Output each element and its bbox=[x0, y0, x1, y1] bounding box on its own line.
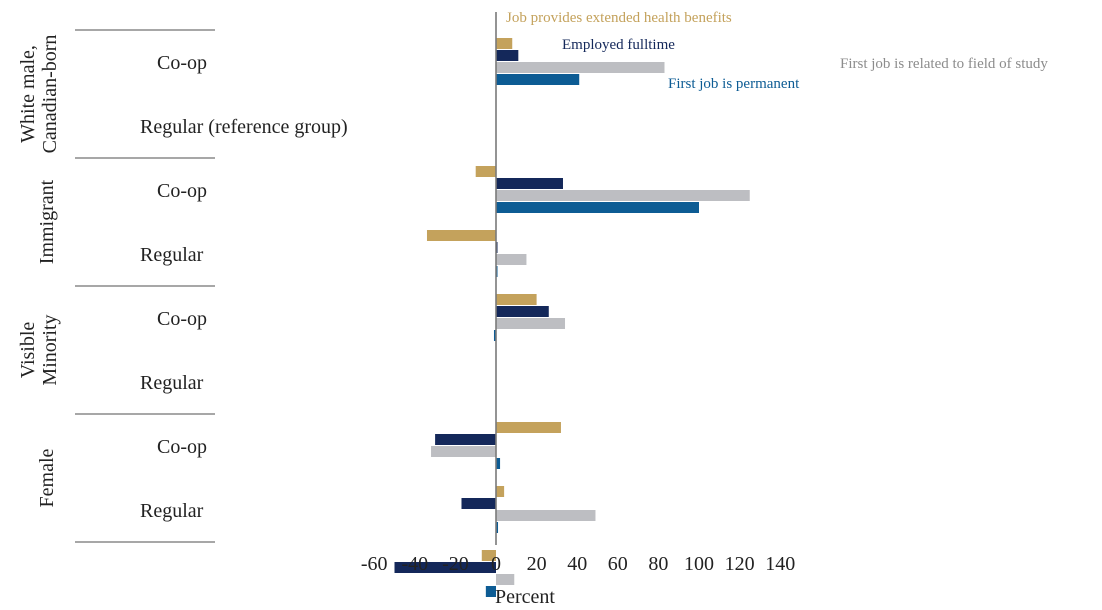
bar bbox=[435, 434, 496, 445]
bar bbox=[496, 74, 580, 85]
bar bbox=[496, 202, 699, 213]
series-annotation: First job is permanent bbox=[668, 76, 800, 92]
bar bbox=[496, 178, 563, 189]
bar bbox=[493, 330, 496, 341]
bar bbox=[426, 230, 496, 241]
category-label: Co-op bbox=[157, 180, 207, 202]
group-label: Immigrant bbox=[36, 179, 58, 264]
bar bbox=[496, 318, 566, 329]
x-tick-label: 120 bbox=[725, 553, 755, 575]
x-tick-label: 140 bbox=[765, 553, 795, 575]
category-label: Co-op bbox=[157, 308, 207, 330]
x-tick-label: 0 bbox=[491, 553, 501, 575]
category-label: Co-op bbox=[157, 436, 207, 458]
bar bbox=[496, 422, 561, 433]
bar bbox=[485, 586, 496, 597]
category-label: Regular (reference group) bbox=[140, 116, 348, 138]
bar bbox=[496, 62, 665, 73]
x-tick-label: 40 bbox=[567, 553, 587, 575]
x-axis-label: Percent bbox=[495, 586, 555, 608]
bar bbox=[496, 50, 519, 61]
category-label: Regular bbox=[140, 372, 204, 394]
bar bbox=[496, 510, 596, 521]
category-label: Regular bbox=[140, 500, 204, 522]
x-tick-label: -40 bbox=[401, 553, 428, 575]
bar bbox=[431, 446, 496, 457]
bar bbox=[496, 38, 513, 49]
group-label: Female bbox=[36, 448, 58, 507]
series-annotation: Employed fulltime bbox=[562, 37, 675, 53]
x-tick-label: 20 bbox=[527, 553, 547, 575]
bar bbox=[496, 294, 537, 305]
bar bbox=[496, 458, 501, 469]
bar bbox=[461, 498, 496, 509]
x-tick-label: 60 bbox=[608, 553, 628, 575]
category-label: Co-op bbox=[157, 52, 207, 74]
bar bbox=[496, 254, 527, 265]
bar bbox=[394, 562, 496, 573]
x-tick-label: 100 bbox=[684, 553, 714, 575]
group-label: VisibleMinority bbox=[17, 314, 61, 385]
x-tick-label: -60 bbox=[361, 553, 388, 575]
category-label: Regular bbox=[140, 244, 204, 266]
bar bbox=[481, 550, 496, 561]
bar bbox=[496, 522, 499, 533]
bar bbox=[496, 190, 750, 201]
bar bbox=[496, 306, 549, 317]
x-tick-label: -20 bbox=[442, 553, 469, 575]
bar bbox=[496, 574, 515, 585]
bar bbox=[475, 166, 496, 177]
x-tick-label: 80 bbox=[648, 553, 668, 575]
series-annotation: Job provides extended health benefits bbox=[506, 10, 732, 26]
series-annotation: First job is related to field of study bbox=[840, 56, 1048, 72]
group-label: White male,Canadian-born bbox=[17, 35, 61, 154]
bar bbox=[496, 486, 505, 497]
